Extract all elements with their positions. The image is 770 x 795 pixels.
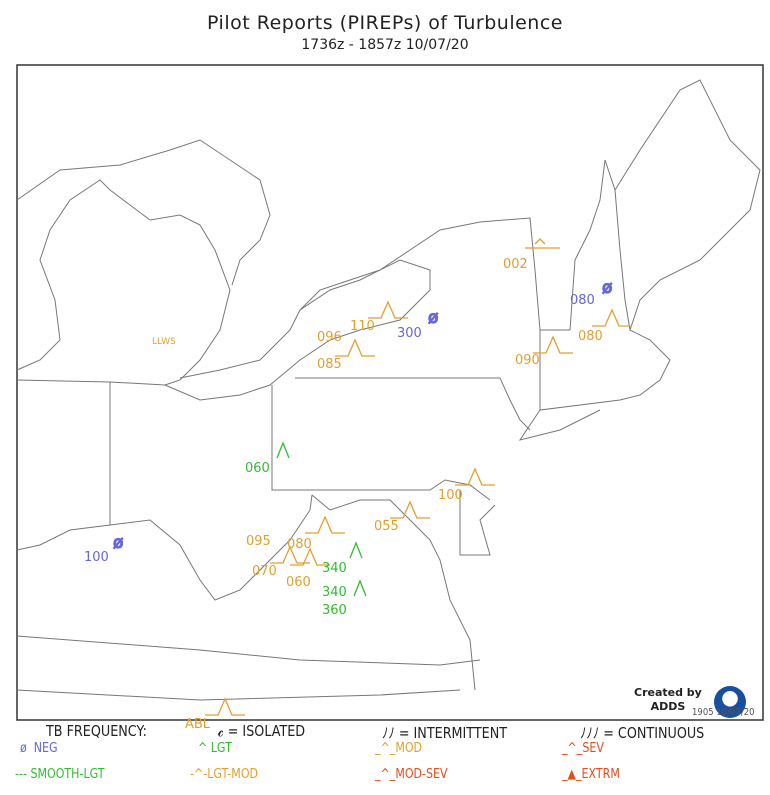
map-frame <box>16 64 764 721</box>
legend-extrm: EXTRM <box>581 767 620 782</box>
mod-icon <box>455 467 495 486</box>
mod-icon <box>205 697 245 716</box>
lgt-icon <box>349 541 363 559</box>
timestamp: 1905 10/07/20 <box>692 707 755 718</box>
boundaries <box>16 79 761 701</box>
extrm-icon: _▲_ <box>562 767 582 782</box>
report-label: 300 <box>397 326 422 341</box>
adds-credit: Created by ADDS <box>634 686 702 714</box>
lgt-mod-icon: -^- <box>190 767 208 782</box>
credit-line2: ADDS <box>650 700 686 713</box>
chart-title: Pilot Reports (PIREPs) of Turbulence <box>207 12 563 34</box>
report-label: 110 <box>350 319 375 334</box>
mod-icon <box>592 308 632 327</box>
neg-icon: ø <box>428 308 438 328</box>
mod-sev-icon: _^_ <box>375 767 396 782</box>
neg-icon: ø <box>20 741 34 756</box>
mod-icon: _^_ <box>375 741 396 756</box>
noaa-logo <box>714 686 746 718</box>
legend-lgt: LGT <box>210 741 232 756</box>
lgt-mod-icon <box>270 545 310 564</box>
neg-icon: ø <box>113 533 123 553</box>
report-label: 100 <box>438 488 463 503</box>
mod-icon <box>533 335 573 354</box>
intermittent-icon: ﾉﾉ <box>382 724 399 742</box>
continuous-icon: ﾉﾉﾉ <box>580 724 604 742</box>
lgt-icon <box>276 441 290 459</box>
legend-frequency-label: TB FREQUENCY: <box>46 722 147 740</box>
mod-icon <box>390 500 430 519</box>
report-label: 060 <box>245 461 270 476</box>
report-label: 090 <box>515 353 540 368</box>
report-label: 060 <box>286 575 311 590</box>
legend-neg: NEG <box>33 741 58 756</box>
mod-icon <box>305 515 345 534</box>
legend-mod-sev: MOD-SEV <box>395 767 448 782</box>
report-label: 095 <box>246 534 271 549</box>
credit-line1: Created by <box>634 686 702 699</box>
report-label: 080 <box>578 329 603 344</box>
legend-intermittent: = INTERMITTENT <box>398 724 508 742</box>
mod-icon <box>368 300 408 319</box>
sev-icon: _^_ <box>562 741 583 756</box>
report-label: 100 <box>84 550 109 565</box>
report-label: 055 <box>374 519 399 534</box>
neg-icon: ø <box>602 278 612 298</box>
isolated-icon: 𝓬 <box>218 722 228 740</box>
report-label: 085 <box>317 357 342 372</box>
pirep-reports: LLWS 002 080 ø 080 090 110 300 ø 096 085 060 100 055 1… <box>84 238 632 732</box>
legend-lgt-mod: LGT-MOD <box>207 767 259 782</box>
lgt-icon <box>353 579 367 597</box>
chart-subtitle: 1736z - 1857z 10/07/20 <box>301 37 469 53</box>
mod-icon <box>335 338 375 357</box>
report-label: ABL <box>185 717 211 732</box>
legend-sev: SEV <box>582 741 604 756</box>
report-label: 070 <box>252 564 277 579</box>
report-label: 080 <box>570 293 595 308</box>
lgt-icon: ^ <box>198 741 211 756</box>
report-label: 096 <box>317 330 342 345</box>
report-label: LLWS <box>152 337 176 347</box>
smooth-lgt-icon: --- <box>15 767 31 782</box>
mod-icon <box>290 547 330 566</box>
legend-continuous: = CONTINUOUS <box>603 724 705 742</box>
llws-icon <box>525 238 560 249</box>
report-label: 002 <box>503 257 528 272</box>
legend-isolated: = ISOLATED <box>227 722 306 740</box>
report-label: 340 <box>322 585 347 600</box>
report-label: 080 <box>287 537 312 552</box>
report-label: 340 <box>322 561 347 576</box>
legend-mod: MOD <box>395 741 423 756</box>
report-label: 360 <box>322 603 347 618</box>
legend-smooth-lgt: SMOOTH-LGT <box>30 767 105 782</box>
